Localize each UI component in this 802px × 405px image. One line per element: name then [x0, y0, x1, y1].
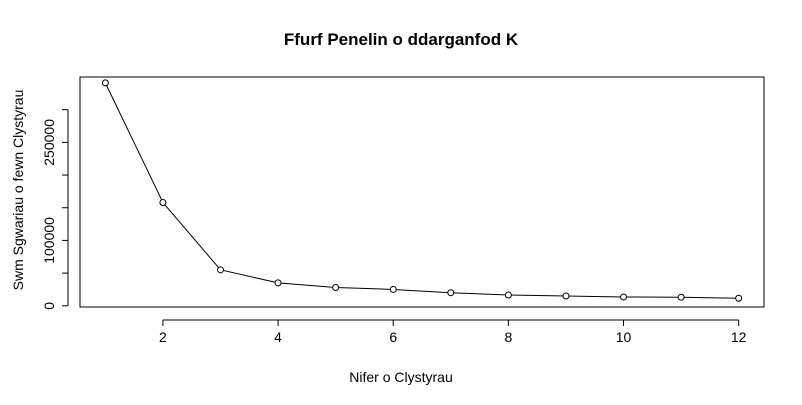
data-point	[735, 294, 743, 302]
y-tick-label: 0	[41, 302, 57, 310]
chart-title: Ffurf Penelin o ddarganfod K	[283, 30, 519, 49]
data-point	[562, 292, 570, 300]
data-point	[677, 293, 685, 301]
x-tick-label: 8	[504, 329, 512, 345]
data-point	[389, 285, 397, 293]
data-point	[447, 289, 455, 297]
x-tick-label: 6	[389, 329, 397, 345]
plot-frame	[79, 76, 765, 308]
y-tick-label: 100000	[41, 217, 57, 264]
data-point	[620, 293, 628, 301]
x-tick-label: 10	[616, 329, 632, 345]
x-tick-label: 2	[159, 329, 167, 345]
data-point	[274, 279, 282, 287]
x-tick-label: 4	[274, 329, 282, 345]
series-line	[104, 82, 739, 299]
y-tick-label: 250000	[41, 119, 57, 166]
data-point	[101, 79, 109, 87]
x-tick-label: 12	[731, 329, 747, 345]
data-point	[504, 291, 512, 299]
data-point	[216, 266, 224, 274]
x-axis-label: Nifer o Clystyrau	[349, 369, 453, 385]
data-point	[159, 199, 167, 207]
data-point	[332, 283, 340, 291]
